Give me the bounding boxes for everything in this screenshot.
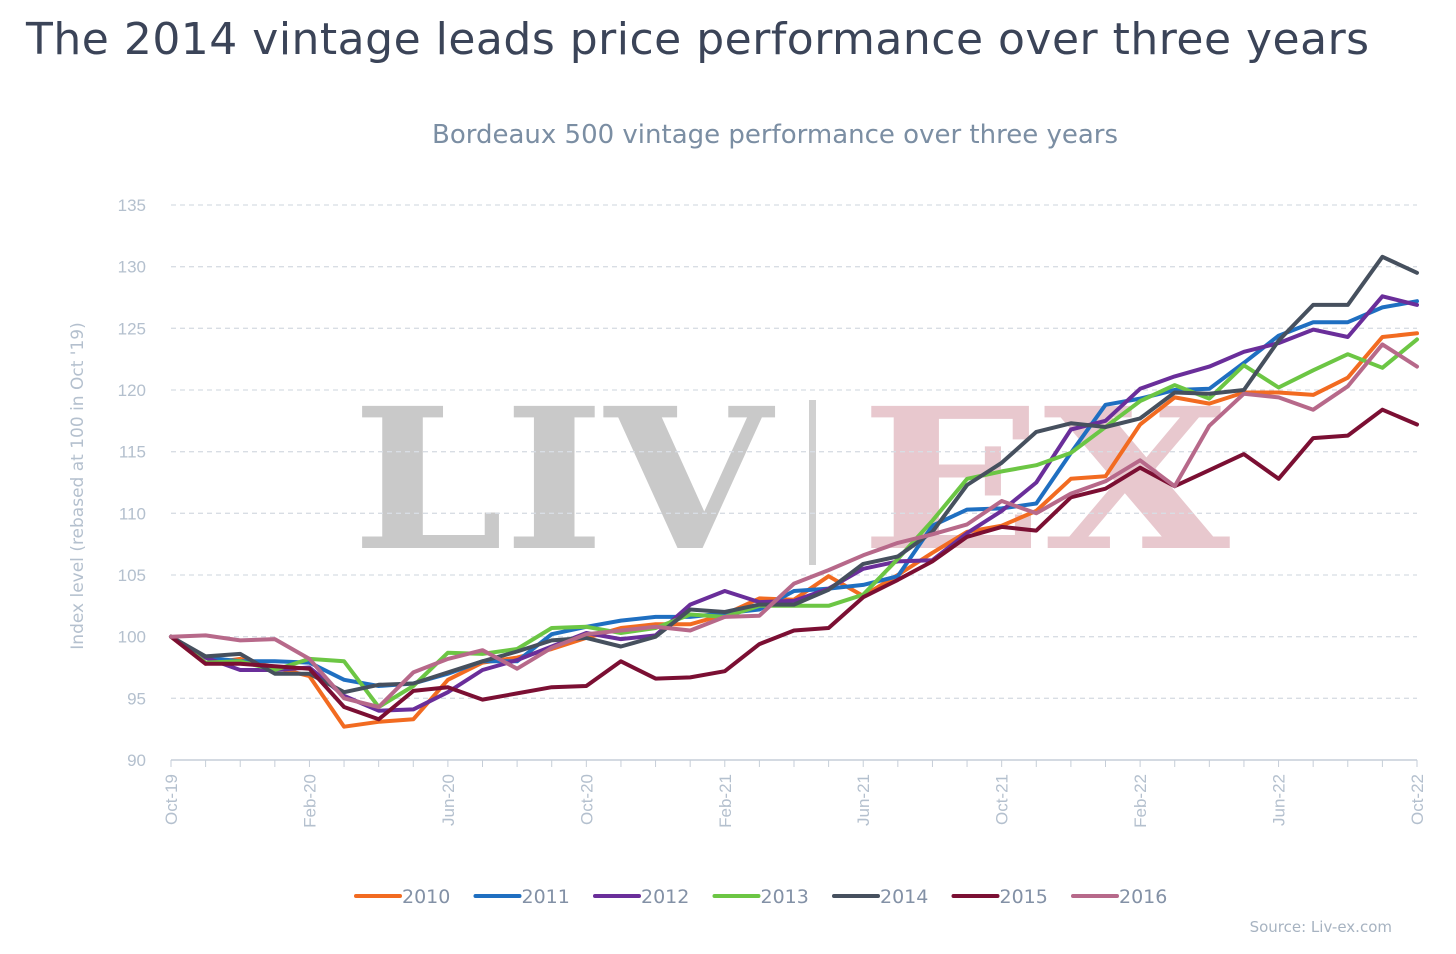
- y-axis-ticks: 90 95 100 105 110 115 120 125 130 135: [118, 196, 146, 770]
- x-tick-label: Oct-22: [1408, 774, 1427, 825]
- chart-title: Bordeaux 500 vintage performance over th…: [432, 120, 1118, 150]
- watermark-liv: LIV: [352, 365, 776, 594]
- watermark-divider: [809, 400, 816, 565]
- series-line-2015: [169, 407, 1419, 722]
- legend: 2010 2011 2012 2013 2014 2015 2016: [354, 886, 1167, 908]
- x-axis: Oct-19 Feb-20 Jun-20 Oct-20 Feb-21 Jun-21 Oct-…: [162, 759, 1427, 828]
- legend-label-2010: 2010: [402, 886, 450, 908]
- series-line-2014: [169, 254, 1419, 695]
- gridlines: [171, 204, 1417, 699]
- legend-label-2013: 2013: [761, 886, 809, 908]
- x-tick-label: Jun-22: [1270, 774, 1289, 826]
- legend-label-2016: 2016: [1119, 886, 1167, 908]
- y-tick-label: 90: [127, 751, 146, 770]
- x-tick-label: Feb-20: [300, 774, 319, 828]
- legend-label-2015: 2015: [1000, 886, 1048, 908]
- x-tick-label: Oct-20: [577, 774, 596, 825]
- y-tick-label: 130: [118, 258, 146, 277]
- x-tick-label: Jun-20: [439, 774, 458, 826]
- y-tick-label: 120: [118, 381, 146, 400]
- legend-label-2014: 2014: [880, 886, 928, 908]
- page-headline: The 2014 vintage leads price performance…: [26, 14, 1370, 65]
- legend-label-2011: 2011: [522, 886, 570, 908]
- y-tick-label: 115: [119, 443, 146, 462]
- series-line-2012: [169, 294, 1419, 713]
- y-tick-label: 95: [127, 689, 146, 708]
- x-tick-label: Oct-21: [993, 774, 1012, 825]
- y-tick-label: 110: [119, 504, 146, 523]
- legend-label-2012: 2012: [641, 886, 689, 908]
- y-axis-label: Index level (rebased at 100 in Oct '19): [68, 322, 88, 649]
- liv-ex-watermark: LIV EX: [352, 365, 1231, 594]
- source-note: Source: Liv-ex.com: [1250, 918, 1392, 936]
- y-tick-label: 135: [118, 196, 146, 215]
- y-tick-label: 100: [118, 628, 146, 647]
- x-tick-label: Jun-21: [854, 774, 873, 826]
- series-lines: [169, 254, 1419, 729]
- series-line-2016: [169, 342, 1419, 709]
- x-tick-label: Oct-19: [162, 774, 181, 825]
- x-tick-label: Feb-21: [716, 774, 735, 828]
- x-tick-label: Feb-22: [1131, 774, 1150, 828]
- y-tick-label: 125: [118, 319, 146, 338]
- y-tick-label: 105: [118, 566, 146, 585]
